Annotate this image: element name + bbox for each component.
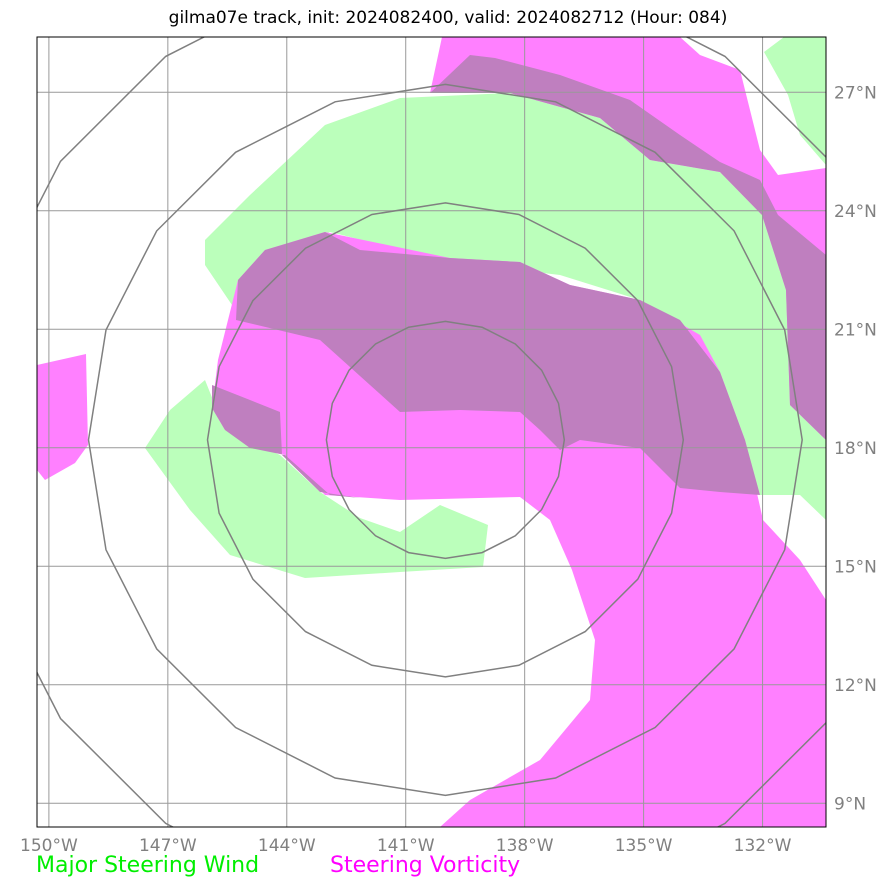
latitude-tick-label: 15°N xyxy=(834,557,877,577)
latitude-tick-labels: 9°N 12°N 15°N 18°N 21°N 24°N 27°N xyxy=(834,83,877,814)
map-title: gilma07e track, init: 2024082400, valid:… xyxy=(168,8,728,28)
longitude-tick-label: 144°W xyxy=(258,836,316,856)
map-frame xyxy=(36,36,827,828)
steering-wind-region-northeast xyxy=(764,37,826,165)
range-ring xyxy=(325,320,566,560)
latitude-tick-label: 24°N xyxy=(834,202,877,222)
legend-steering-vorticity: Steering Vorticity xyxy=(330,853,521,878)
longitude-tick-label: 150°W xyxy=(20,836,78,856)
latitude-tick-label: 27°N xyxy=(834,83,877,103)
overlap-region-northeast xyxy=(430,55,826,440)
latitude-tick-label: 12°N xyxy=(834,676,877,696)
longitude-tick-label: 141°W xyxy=(377,836,435,856)
steering-vorticity-region-west xyxy=(37,354,88,480)
longitude-tick-label: 147°W xyxy=(139,836,197,856)
steering-wind-region-lower xyxy=(145,380,488,578)
longitude-tick-labels: 150°W 147°W 144°W 141°W 138°W 135°W 132°W xyxy=(20,836,792,856)
longitude-tick-label: 135°W xyxy=(615,836,673,856)
range-ring xyxy=(87,83,803,797)
steering-vorticity-region-main xyxy=(430,37,826,440)
longitude-tick-label: 138°W xyxy=(496,836,554,856)
latitude-tick-label: 21°N xyxy=(834,320,877,340)
range-ring xyxy=(206,202,685,678)
overlap-region-center xyxy=(236,232,760,495)
steering-wind-region-main xyxy=(205,93,826,520)
latitude-tick-label: 18°N xyxy=(834,439,877,459)
longitude-tick-label: 132°W xyxy=(734,836,792,856)
latitude-tick-label: 9°N xyxy=(834,794,866,814)
legend-major-steering-wind: Major Steering Wind xyxy=(36,853,260,878)
overlap-region-west xyxy=(212,385,360,498)
